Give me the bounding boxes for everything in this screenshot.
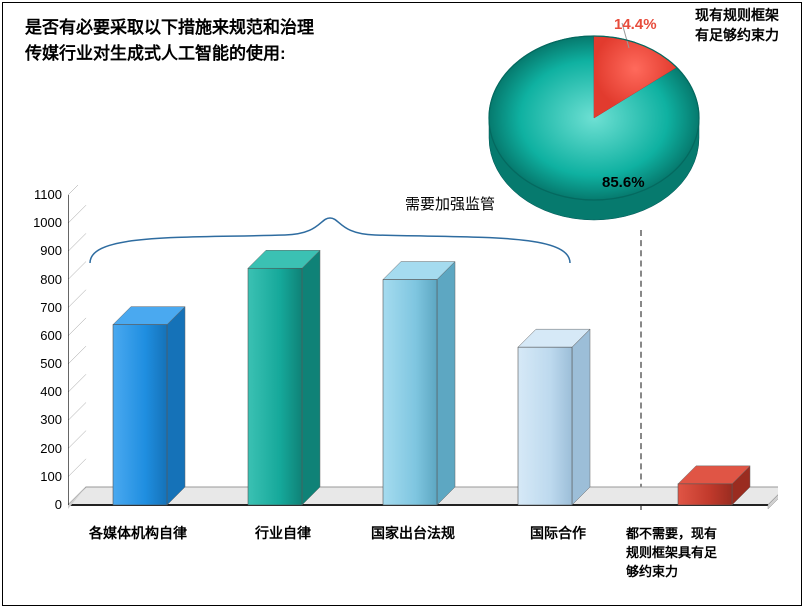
bar-chart: 0 100 200 300 400 500 600 700 800 900 1000 1100 各媒体…: [18, 185, 788, 595]
y-tick-label: 200: [22, 441, 62, 456]
x-tick-label: 各媒体机构自律: [73, 523, 203, 543]
chart-title: 是否有必要采取以下措施来规范和治理 传媒行业对生成式人工智能的使用:: [25, 15, 375, 66]
y-tick-label: 400: [22, 384, 62, 399]
pie-red-pct: 14.4%: [614, 16, 657, 33]
y-tick-label: 0: [22, 497, 62, 512]
bar-svg: [68, 185, 778, 545]
x-tick-label: 国际合作: [493, 523, 623, 543]
y-tick-label: 100: [22, 469, 62, 484]
y-tick-label: 600: [22, 328, 62, 343]
title-line-1: 是否有必要采取以下措施来规范和治理: [25, 18, 314, 37]
y-tick-label: 300: [22, 412, 62, 427]
y-tick-label: 1000: [22, 215, 62, 230]
bar-plot-area: [68, 185, 778, 515]
pie-legend-label: 现有规则框架 有足够约束力: [695, 6, 779, 45]
x-tick-label: 都不需要，现有规则框架具有足够约束力: [626, 523, 776, 580]
pie-legend-line1: 现有规则框架: [695, 7, 779, 23]
x-tick-label: 行业自律: [218, 523, 348, 543]
y-tick-label: 900: [22, 243, 62, 258]
y-tick-label: 500: [22, 356, 62, 371]
y-tick-label: 1100: [22, 187, 62, 202]
x-tick-label: 国家出台法规: [348, 523, 478, 543]
pie-legend-line2: 有足够约束力: [695, 27, 779, 43]
y-tick-label: 800: [22, 272, 62, 287]
y-tick-label: 700: [22, 300, 62, 315]
title-line-2: 传媒行业对生成式人工智能的使用:: [25, 44, 286, 63]
